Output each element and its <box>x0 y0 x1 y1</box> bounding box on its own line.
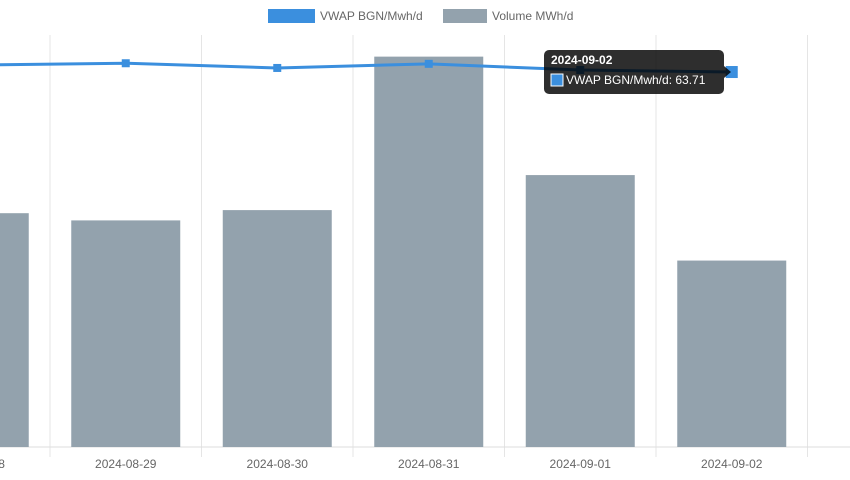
x-tick-label: 2024-09-01 <box>550 457 612 471</box>
bar <box>374 56 484 447</box>
x-tick-label: 2024-08-30 <box>247 457 309 471</box>
line-point <box>424 59 433 68</box>
bar <box>525 175 635 447</box>
line-point <box>725 66 738 79</box>
x-tick-label: 2024-08-31 <box>398 457 460 471</box>
x-tick-label: 2024-08-28 <box>0 457 5 471</box>
x-tick-label: 2024-08-29 <box>95 457 157 471</box>
bar <box>71 220 181 447</box>
line-point <box>273 63 282 72</box>
legend-label: Volume MWh/d <box>492 9 573 23</box>
tooltip-caret <box>724 66 731 78</box>
tooltip-label: VWAP BGN/Mwh/d: 63.71 <box>566 73 706 87</box>
tooltip-swatch <box>550 73 564 87</box>
bar <box>222 210 332 447</box>
tooltip: 2024-09-02 VWAP BGN/Mwh/d: 63.71 <box>544 50 731 94</box>
legend-swatch <box>443 9 487 23</box>
legend-label: VWAP BGN/Mwh/d <box>320 9 423 23</box>
x-tick-label: 2024-09-02 <box>701 457 763 471</box>
legend-swatch <box>268 9 315 23</box>
bar <box>677 260 787 447</box>
bar <box>0 213 29 447</box>
tooltip-box <box>544 50 724 94</box>
line-point <box>121 59 130 68</box>
tooltip-title: 2024-09-02 <box>551 53 613 67</box>
